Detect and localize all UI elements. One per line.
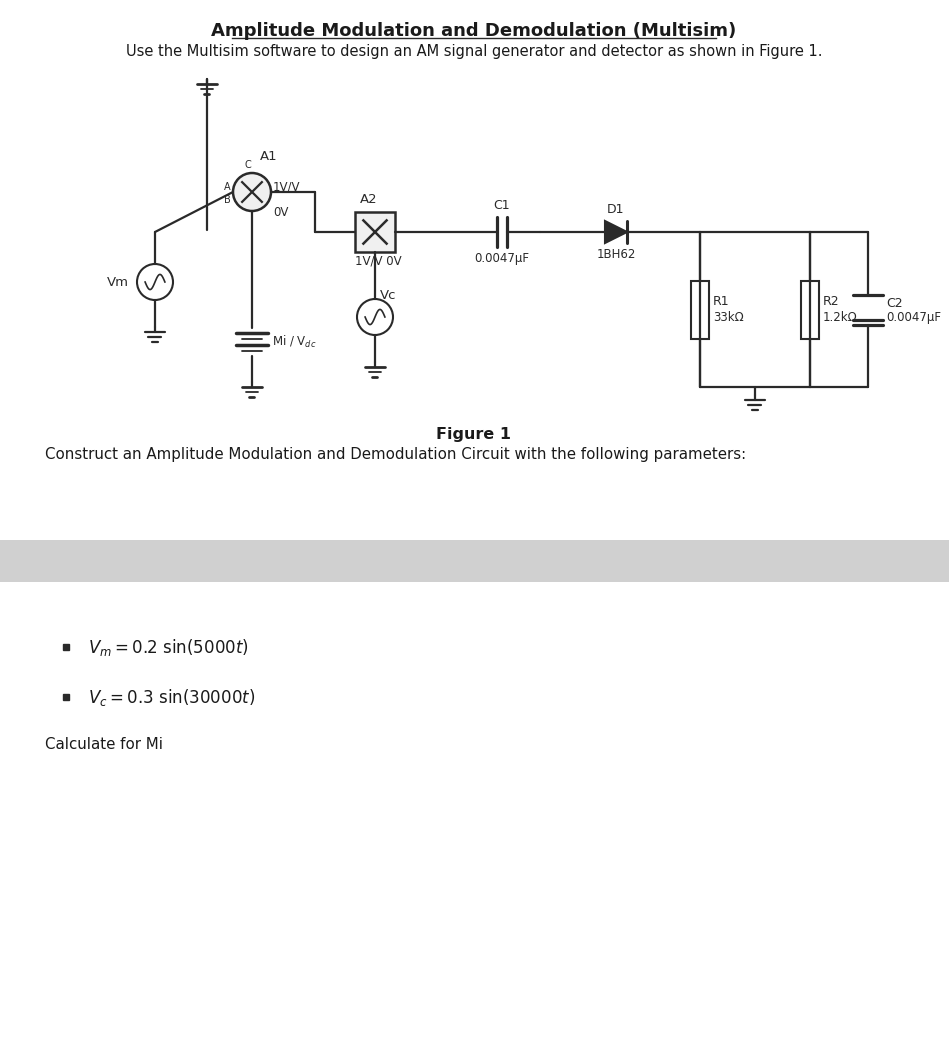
- Text: 33kΩ: 33kΩ: [713, 311, 744, 324]
- Text: 1V/V: 1V/V: [273, 181, 301, 194]
- Circle shape: [233, 173, 271, 211]
- Text: $V_m = 0.2\ \sin(5000t)$: $V_m = 0.2\ \sin(5000t)$: [88, 637, 249, 657]
- Text: C1: C1: [493, 199, 511, 212]
- Text: 1V/V 0V: 1V/V 0V: [355, 255, 401, 268]
- Text: 1BH62: 1BH62: [596, 248, 636, 261]
- Text: 0.0047μF: 0.0047μF: [474, 252, 530, 265]
- Polygon shape: [605, 221, 627, 243]
- Text: Figure 1: Figure 1: [437, 427, 512, 442]
- Text: C2: C2: [886, 297, 902, 310]
- Text: Vc: Vc: [380, 289, 397, 302]
- Text: A2: A2: [360, 193, 378, 206]
- Text: 1.2kΩ: 1.2kΩ: [823, 311, 858, 324]
- Text: Use the Multisim software to design an AM signal generator and detector as shown: Use the Multisim software to design an A…: [126, 44, 822, 59]
- Text: 0.0047μF: 0.0047μF: [886, 311, 941, 324]
- Text: Vm: Vm: [107, 276, 129, 288]
- Bar: [801, 280, 819, 338]
- Text: B: B: [224, 195, 231, 205]
- Text: $V_c = 0.3\ \sin(30000t)$: $V_c = 0.3\ \sin(30000t)$: [88, 686, 255, 707]
- Text: Mi / V$_{dc}$: Mi / V$_{dc}$: [272, 334, 317, 351]
- Text: A1: A1: [260, 150, 278, 163]
- Text: R1: R1: [713, 295, 730, 308]
- Text: D1: D1: [607, 203, 624, 216]
- Text: R2: R2: [823, 295, 840, 308]
- Bar: [355, 212, 395, 252]
- Text: A: A: [224, 183, 231, 192]
- Text: C: C: [245, 160, 251, 170]
- Bar: [0, 540, 949, 582]
- Text: 0V: 0V: [273, 206, 288, 219]
- Bar: [691, 280, 709, 338]
- Text: Calculate for Mi: Calculate for Mi: [45, 737, 163, 752]
- Text: Construct an Amplitude Modulation and Demodulation Circuit with the following pa: Construct an Amplitude Modulation and De…: [45, 447, 746, 463]
- Text: Amplitude Modulation and Demodulation (Multisim): Amplitude Modulation and Demodulation (M…: [212, 22, 736, 40]
